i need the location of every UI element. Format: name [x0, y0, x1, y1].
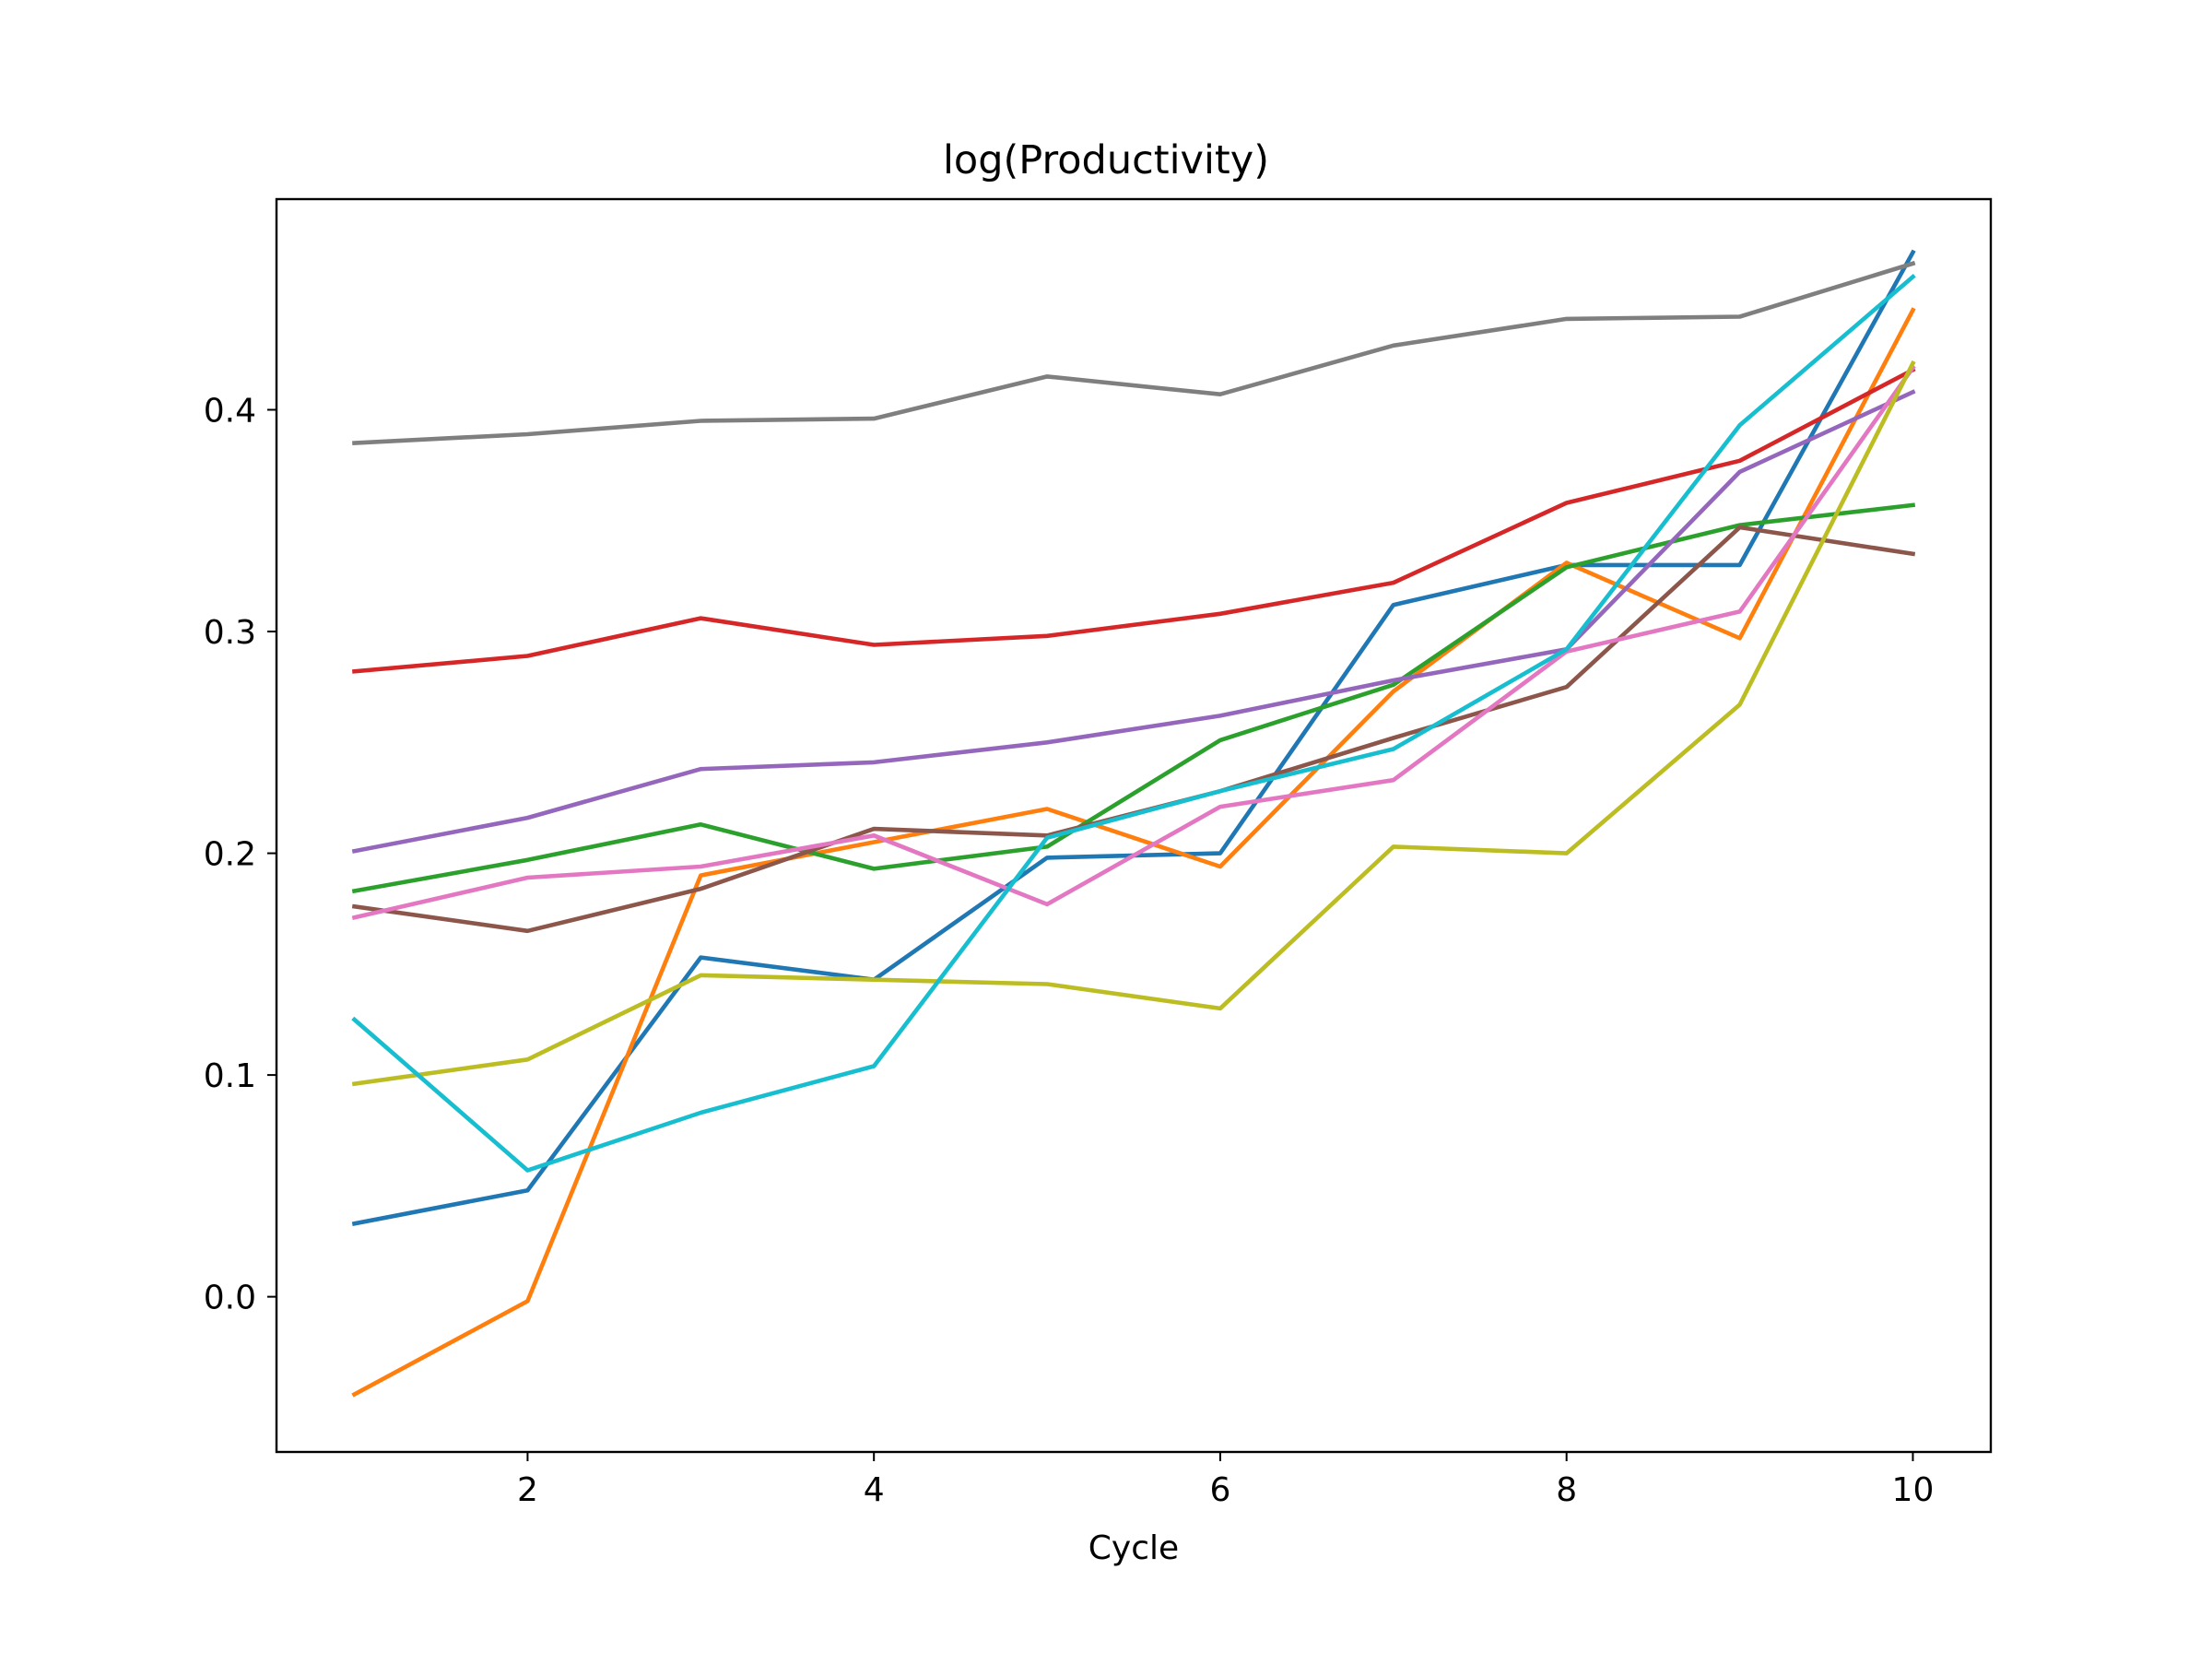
series-layer [351, 249, 1916, 1398]
y-tick-label: 0.1 [204, 1057, 256, 1095]
series-line-5 [351, 389, 1916, 854]
series-line-9 [351, 360, 1916, 1087]
y-axis: 0.0 0.1 0.2 0.3 0.4 [204, 393, 276, 1317]
y-tick-label: 0.4 [204, 393, 256, 431]
chart-title: log(Productivity) [943, 137, 1269, 183]
y-tick-label: 0.2 [204, 836, 256, 874]
series-line-8 [352, 260, 1916, 446]
x-axis: 2 4 6 8 10 [517, 1452, 1934, 1509]
y-tick-label: 0.0 [204, 1280, 256, 1317]
series-line-4 [352, 367, 1916, 674]
series-line-10 [351, 273, 1916, 1173]
series-line-7 [351, 364, 1916, 921]
series-line-2 [351, 307, 1916, 1398]
y-tick-label: 0.3 [204, 614, 256, 652]
x-tick-label: 8 [1556, 1471, 1577, 1509]
series-line-3 [351, 502, 1916, 894]
x-tick-label: 6 [1209, 1471, 1230, 1509]
x-axis-title: Cycle [1088, 1529, 1179, 1567]
x-tick-label: 2 [517, 1471, 538, 1509]
x-tick-label: 4 [864, 1471, 885, 1509]
plot-frame [275, 197, 1993, 1454]
x-tick-label: 10 [1892, 1471, 1935, 1509]
